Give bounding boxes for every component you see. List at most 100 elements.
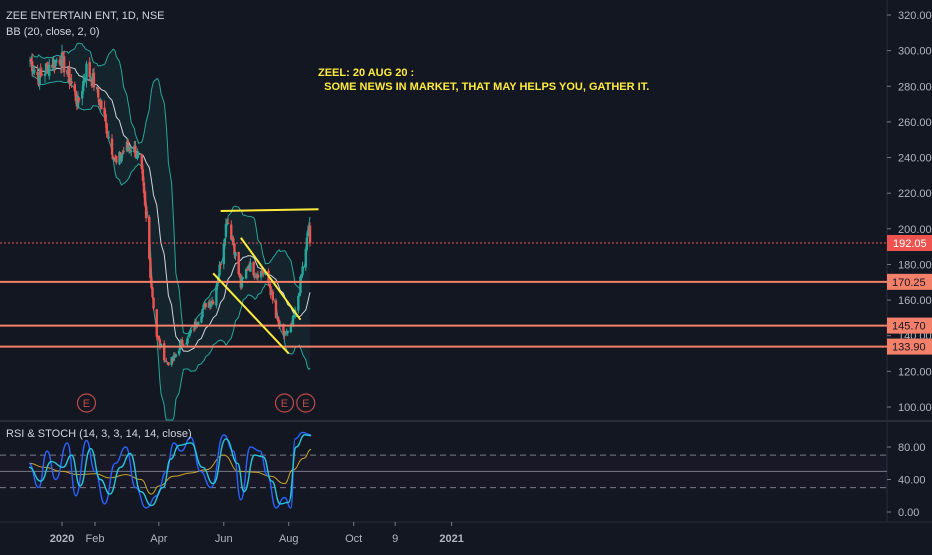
candle-body[interactable] bbox=[216, 281, 219, 287]
candle-body[interactable] bbox=[261, 271, 265, 273]
candle-body[interactable] bbox=[81, 90, 84, 99]
candle-body[interactable] bbox=[137, 154, 140, 156]
candle-body[interactable] bbox=[33, 69, 36, 73]
candle-body[interactable] bbox=[182, 344, 185, 346]
candle-body[interactable] bbox=[225, 223, 229, 226]
candle-body[interactable] bbox=[222, 243, 226, 265]
candle-body[interactable] bbox=[232, 238, 235, 245]
candle-body[interactable] bbox=[170, 357, 173, 366]
candle-body[interactable] bbox=[141, 169, 145, 181]
candle-body[interactable] bbox=[122, 151, 125, 153]
candle-body[interactable] bbox=[55, 60, 58, 62]
trendline[interactable] bbox=[212, 272, 290, 355]
candle-body[interactable] bbox=[297, 295, 300, 311]
candle-body[interactable] bbox=[256, 274, 260, 278]
candle-body[interactable] bbox=[155, 309, 158, 337]
candle-body[interactable] bbox=[300, 274, 303, 278]
candle-body[interactable] bbox=[283, 332, 286, 336]
candle-body[interactable] bbox=[84, 79, 87, 82]
candle-body[interactable] bbox=[167, 362, 170, 366]
candle-body[interactable] bbox=[218, 264, 221, 276]
candle-body[interactable] bbox=[120, 155, 123, 162]
candle-body[interactable] bbox=[268, 284, 271, 287]
candle-body[interactable] bbox=[58, 59, 62, 65]
candle-body[interactable] bbox=[189, 329, 193, 333]
candle-body[interactable] bbox=[202, 304, 205, 310]
candle-body[interactable] bbox=[88, 61, 91, 78]
candle-body[interactable] bbox=[60, 52, 64, 67]
candle-body[interactable] bbox=[197, 321, 200, 325]
candle-body[interactable] bbox=[39, 70, 42, 74]
candle-body[interactable] bbox=[43, 73, 47, 77]
candle-body[interactable] bbox=[92, 72, 96, 88]
candle-body[interactable] bbox=[151, 287, 154, 298]
candle-body[interactable] bbox=[299, 276, 302, 294]
rsi-stoch-legend[interactable]: RSI & STOCH (14, 3, 3, 14, 14, close) bbox=[6, 428, 192, 440]
candle-body[interactable] bbox=[172, 355, 175, 361]
candle-body[interactable] bbox=[129, 150, 133, 152]
candle-body[interactable] bbox=[103, 107, 106, 116]
candle-body[interactable] bbox=[149, 257, 152, 278]
candle-body[interactable] bbox=[82, 80, 85, 92]
candle-body[interactable] bbox=[271, 291, 274, 301]
candle-body[interactable] bbox=[174, 354, 178, 357]
candle-body[interactable] bbox=[223, 238, 227, 246]
candle-body[interactable] bbox=[286, 330, 289, 334]
candle-body[interactable] bbox=[134, 145, 137, 158]
candle-body[interactable] bbox=[62, 56, 66, 73]
candle-body[interactable] bbox=[162, 343, 166, 361]
earnings-marker[interactable] bbox=[274, 393, 295, 413]
candle-body[interactable] bbox=[121, 152, 124, 155]
candle-body[interactable] bbox=[238, 273, 241, 278]
candle-body[interactable] bbox=[237, 251, 240, 275]
candle-body[interactable] bbox=[70, 81, 73, 84]
candle-body[interactable] bbox=[76, 95, 80, 107]
candle-body[interactable] bbox=[157, 335, 161, 340]
candle-body[interactable] bbox=[115, 156, 118, 163]
candle-body[interactable] bbox=[304, 248, 307, 268]
candle-body[interactable] bbox=[186, 337, 189, 344]
candle-body[interactable] bbox=[48, 64, 51, 77]
symbol-legend[interactable]: ZEE ENTERTAIN ENT, 1D, NSE bbox=[6, 10, 165, 22]
candle-body[interactable] bbox=[85, 63, 88, 80]
candle-body[interactable] bbox=[107, 136, 111, 138]
candle-body[interactable] bbox=[284, 334, 287, 336]
candle-body[interactable] bbox=[234, 252, 237, 257]
candle-body[interactable] bbox=[249, 262, 252, 272]
candle-body[interactable] bbox=[233, 243, 236, 255]
candle-body[interactable] bbox=[204, 303, 207, 308]
candle-body[interactable] bbox=[201, 309, 204, 318]
candle-body[interactable] bbox=[30, 61, 34, 72]
candle-body[interactable] bbox=[263, 273, 266, 275]
candle-body[interactable] bbox=[96, 86, 100, 98]
candle-body[interactable] bbox=[240, 278, 244, 288]
candle-body[interactable] bbox=[36, 72, 39, 76]
trendline[interactable] bbox=[240, 237, 302, 321]
candle-body[interactable] bbox=[140, 154, 144, 170]
candle-body[interactable] bbox=[301, 266, 304, 275]
candle-body[interactable] bbox=[230, 224, 233, 240]
candle-body[interactable] bbox=[105, 123, 108, 134]
candle-body[interactable] bbox=[274, 300, 278, 318]
earnings-marker[interactable] bbox=[296, 393, 316, 413]
candle-body[interactable] bbox=[226, 222, 230, 224]
candle-body[interactable] bbox=[181, 339, 184, 345]
osc-series-stoch-d[interactable] bbox=[28, 434, 312, 507]
candle-body[interactable] bbox=[203, 302, 206, 304]
candle-body[interactable] bbox=[29, 58, 33, 62]
candle-body[interactable] bbox=[177, 350, 181, 355]
candle-body[interactable] bbox=[219, 264, 222, 266]
candle-body[interactable] bbox=[224, 223, 228, 237]
candle-body[interactable] bbox=[83, 80, 86, 84]
candle-body[interactable] bbox=[282, 324, 285, 333]
candle-body[interactable] bbox=[158, 339, 162, 347]
candle-body[interactable] bbox=[112, 157, 116, 161]
candle-body[interactable] bbox=[77, 97, 81, 101]
candle-body[interactable] bbox=[40, 73, 43, 76]
candle-body[interactable] bbox=[106, 135, 109, 137]
candle-body[interactable] bbox=[259, 270, 263, 278]
candle-body[interactable] bbox=[306, 230, 310, 236]
candle-body[interactable] bbox=[152, 297, 155, 309]
candle-body[interactable] bbox=[269, 286, 272, 296]
